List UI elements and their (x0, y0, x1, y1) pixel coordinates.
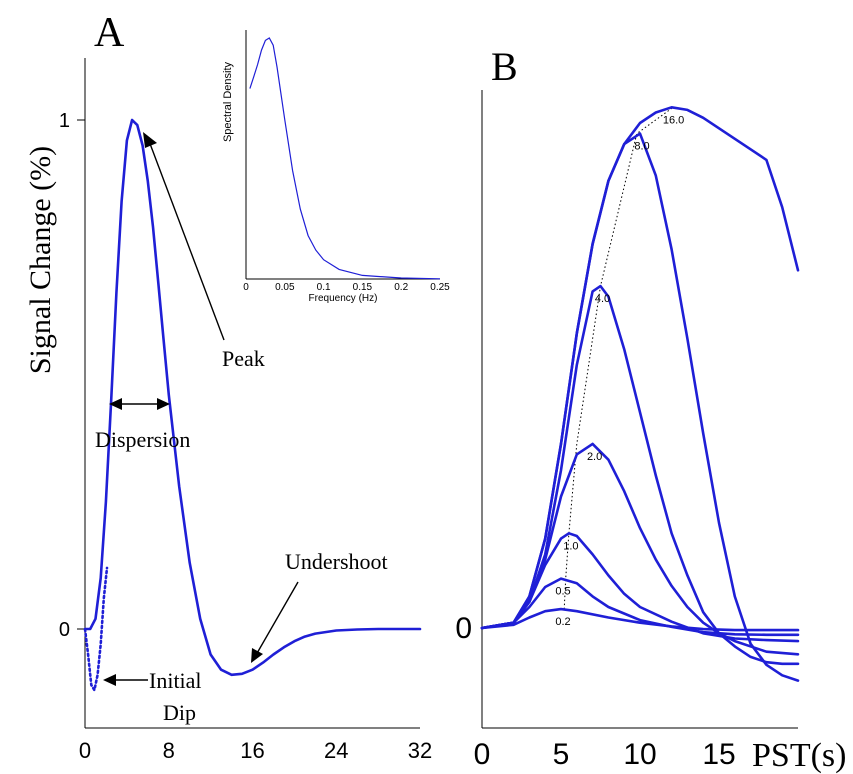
series-label-2.0: 2.0 (587, 451, 602, 463)
panel-b-xlabel: PST(s) (752, 737, 846, 774)
panel-a-x-tick-label: 0 (79, 738, 91, 763)
panel-b-x-tick-label: 0 (474, 738, 491, 771)
panel-a: A Signal Change (%) 0 8 16 24 32 0 1 Peak Disp… (24, 10, 450, 763)
inset-axes (245, 30, 440, 280)
inset-x-tick-label: 0.1 (317, 282, 331, 293)
undershoot-annotation: Undershoot (285, 549, 388, 574)
panel-a-tick-labels: 0 8 16 24 32 0 1 (59, 110, 432, 763)
series-label-1.0: 1.0 (563, 540, 578, 552)
spectral-density-curve (249, 37, 441, 280)
peak-arrow (148, 140, 225, 341)
series-label-4.0: 4.0 (595, 293, 610, 305)
initial-dip-arrowhead (103, 674, 116, 686)
panel-a-axes (77, 58, 420, 729)
inset-x-tick-label: 0.2 (394, 282, 408, 293)
panel-a-x-tick-label: 32 (408, 738, 432, 763)
response-curve-1.0 (480, 532, 800, 643)
initial-annotation: Initial (149, 668, 202, 693)
dip-annotation: Dip (163, 700, 196, 725)
panel-b-axes (481, 90, 798, 729)
panel-b: B 0 5 10 15 0 0.2 0.5 1.0 2.0 4.0 8.0 16.0 PST(s) (455, 44, 846, 774)
series-label-16.0: 16.0 (663, 114, 684, 126)
dispersion-arrowhead-left (109, 398, 122, 410)
inset-tick-labels: 0 0.05 0.1 0.15 0.2 0.25 (243, 282, 450, 293)
undershoot-arrow (255, 581, 299, 656)
panel-a-x-tick-label: 24 (324, 738, 348, 763)
panel-a-ylabel: Signal Change (%) (24, 146, 57, 374)
series-label-0.5: 0.5 (555, 586, 570, 598)
response-curve-4.0 (480, 284, 800, 666)
dispersion-arrowhead-right (157, 398, 170, 410)
series-label-8.0: 8.0 (634, 141, 649, 153)
inset-xlabel: Frequency (Hz) (309, 293, 378, 304)
inset-x-tick-label: 0 (243, 282, 249, 293)
panel-b-series (480, 106, 800, 682)
panel-b-label: B (491, 44, 518, 89)
panel-b-x-tick-label: 15 (702, 738, 735, 771)
panel-b-x-tick-label: 5 (553, 738, 570, 771)
panel-a-label: A (94, 10, 125, 56)
panel-a-annotations: Peak Dispersion Undershoot Initial Dip (95, 132, 388, 725)
hrf-curve (83, 118, 422, 677)
panel-a-y-tick-label: 0 (59, 619, 70, 641)
panel-a-x-tick-label: 8 (163, 738, 175, 763)
inset-x-tick-label: 0.15 (353, 282, 373, 293)
response-curve-16.0 (480, 106, 800, 630)
undershoot-arrowhead (251, 648, 263, 663)
panel-b-series-labels: 0.2 0.5 1.0 2.0 4.0 8.0 16.0 (555, 114, 684, 628)
initial-dip-curve (83, 566, 109, 692)
panel-b-tick-labels: 0 5 10 15 0 (455, 612, 735, 771)
panel-a-y-tick-label: 1 (59, 110, 70, 132)
dispersion-annotation: Dispersion (95, 427, 190, 452)
panel-a-series (83, 118, 422, 692)
inset-spectral-density: 0 0.05 0.1 0.15 0.2 0.25 Spectral Density Fre… (222, 30, 450, 304)
inset-ylabel: Spectral Density (222, 61, 234, 142)
response-curve-0.5 (480, 577, 800, 637)
peak-arrowhead (143, 132, 157, 148)
inset-x-tick-label: 0.05 (275, 282, 295, 293)
series-label-0.2: 0.2 (555, 616, 570, 628)
response-curve-0.2 (480, 607, 800, 632)
inset-series (249, 37, 441, 280)
panel-b-y-tick-label: 0 (455, 612, 472, 645)
panel-a-x-tick-label: 16 (240, 738, 264, 763)
peak-annotation: Peak (222, 346, 265, 371)
panel-b-x-tick-label: 10 (623, 738, 656, 771)
inset-x-tick-label: 0.25 (430, 282, 450, 293)
